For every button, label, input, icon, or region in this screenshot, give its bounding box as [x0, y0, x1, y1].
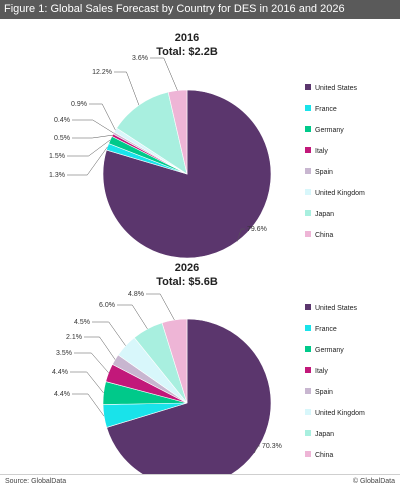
leader-line-spain: [84, 336, 116, 360]
data-label-spain: 0.4%: [54, 117, 70, 124]
data-label-united-states: 79.6%: [247, 226, 267, 233]
legend-swatch-italy: [305, 147, 311, 153]
legend-label-italy: Italy: [315, 368, 328, 375]
legend-swatch-germany: [305, 126, 311, 132]
data-label-united-kingdom: 0.9%: [71, 101, 87, 108]
legend-swatch-italy: [305, 367, 311, 373]
legend-swatch-china: [305, 231, 311, 237]
leader-line-germany: [67, 139, 111, 157]
chart-subtitle-1: Total: $5.6B: [156, 276, 218, 288]
legend-label-germany: Germany: [315, 347, 344, 354]
legend-swatch-united-kingdom: [305, 189, 311, 195]
legend-label-germany: Germany: [315, 127, 344, 134]
legend-label-united-states: United States: [315, 85, 358, 92]
data-label-united-kingdom: 4.5%: [74, 319, 90, 326]
leader-line-spain: [72, 119, 114, 134]
legend-swatch-germany: [305, 346, 311, 352]
legend-label-china: China: [315, 452, 333, 459]
legend-label-china: China: [315, 232, 333, 239]
chart-title-1: 2026: [175, 262, 199, 274]
pie-chart-2026: 2026 Total: $5.6B 70.3% 4.4% 4.4% 3.5% 2.1% 4.5…: [52, 262, 365, 474]
legend-swatch-united-states: [305, 84, 311, 90]
pie-slice-japan: [116, 91, 188, 175]
data-label-italy: 0.5%: [54, 135, 70, 142]
data-label-japan: 12.2%: [92, 69, 112, 76]
chart-title-0: 2016: [175, 32, 199, 44]
legend-swatch-united-kingdom: [305, 409, 311, 415]
data-label-france: 1.3%: [49, 172, 65, 179]
legend-label-united-kingdom: United Kingdom: [315, 410, 365, 417]
legend-label-japan: Japan: [315, 431, 334, 438]
leader-line-united-states: [236, 228, 245, 242]
data-label-germany: 4.4%: [52, 369, 68, 376]
legend-label-spain: Spain: [315, 389, 333, 396]
legend-label-japan: Japan: [315, 211, 334, 218]
legend-swatch-united-states: [305, 304, 311, 310]
legend-swatch-spain: [305, 388, 311, 394]
legend-label-united-kingdom: United Kingdom: [315, 190, 365, 197]
legend-label-italy: Italy: [315, 148, 328, 155]
legend-swatch-china: [305, 451, 311, 457]
leader-line-italy: [74, 352, 109, 373]
leader-line-china: [150, 57, 178, 91]
leader-line-japan: [114, 71, 140, 106]
data-label-china: 4.8%: [128, 291, 144, 298]
leader-line-china: [146, 293, 175, 321]
legend-swatch-japan: [305, 430, 311, 436]
leader-line-france: [67, 146, 108, 176]
source-note: Source: GlobalData: [5, 478, 67, 485]
legend-label-france: France: [315, 106, 337, 113]
charts-canvas: 2016 Total: $2.2B 79.6% 1.3% 1.5% 0.5% 0.4% 0.9…: [49, 32, 365, 474]
legend-label-united-states: United States: [315, 305, 358, 312]
legend-label-spain: Spain: [315, 169, 333, 176]
data-label-spain: 2.1%: [66, 334, 82, 341]
figure-footer: Source: GlobalData © GlobalData: [0, 474, 400, 489]
leader-line-united-kingdom: [92, 321, 126, 346]
leader-line-united-kingdom: [89, 103, 116, 131]
data-label-china: 3.6%: [132, 55, 148, 62]
pie-slice-china: [161, 318, 188, 404]
legend-swatch-spain: [305, 168, 311, 174]
leader-line-germany: [70, 371, 104, 394]
leader-line-japan: [117, 304, 148, 330]
leader-line-united-states: [254, 445, 260, 454]
legend-swatch-france: [305, 105, 311, 111]
pie-chart-2016: 2016 Total: $2.2B 79.6% 1.3% 1.5% 0.5% 0.4% 0.9…: [49, 32, 365, 259]
data-label-japan: 6.0%: [99, 302, 115, 309]
data-label-france: 4.4%: [54, 391, 70, 398]
data-label-united-states: 70.3%: [262, 443, 282, 450]
legend-swatch-france: [305, 325, 311, 331]
copyright-note: © GlobalData: [352, 478, 395, 485]
data-label-italy: 3.5%: [56, 350, 72, 357]
leader-line-france: [72, 393, 105, 417]
chart-subtitle-0: Total: $2.2B: [156, 46, 218, 58]
leader-line-italy: [72, 134, 113, 139]
legend-swatch-japan: [305, 210, 311, 216]
data-label-germany: 1.5%: [49, 153, 65, 160]
legend-label-france: France: [315, 326, 337, 333]
figure-title: Figure 1: Global Sales Forecast by Count…: [0, 0, 400, 19]
